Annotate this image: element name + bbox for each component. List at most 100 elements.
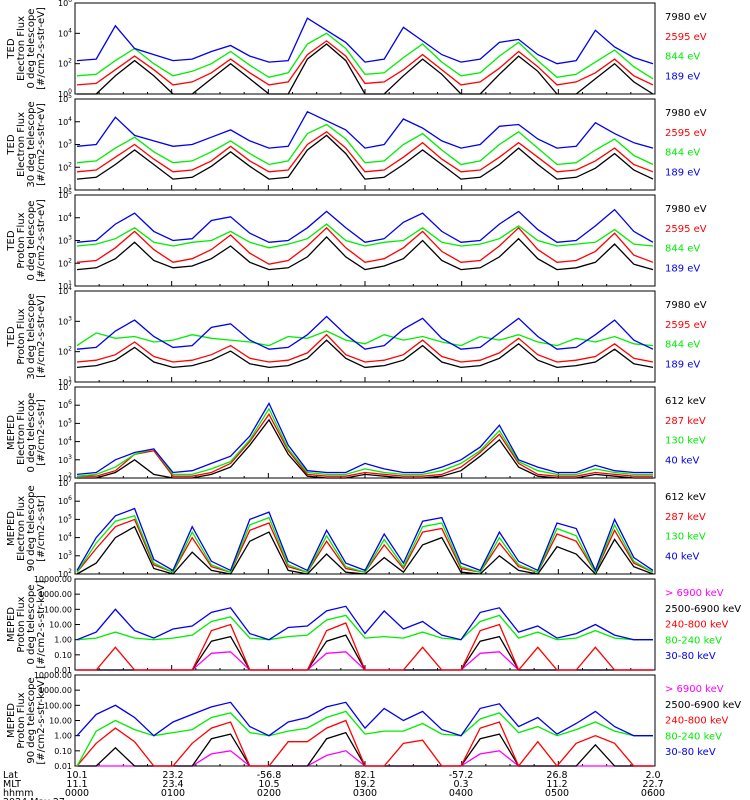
series-line-3: [77, 622, 653, 672]
series-line-4: [76, 401, 653, 476]
panel-6: 107 106 105 104 103 102 MEPEDElectron Flux90 d…: [6, 477, 706, 579]
y-tick-label: 101: [58, 376, 72, 387]
legend-entry: 844 eV: [665, 340, 700, 351]
bottom-mlt-value: 10.5: [258, 779, 279, 790]
series-line-2: [76, 226, 654, 265]
y-tick-label: 104: [58, 532, 72, 543]
legend-entry: 189 eV: [665, 359, 700, 370]
legend-entry: 80-240 keV: [665, 635, 722, 646]
y-tick-label: 104: [58, 212, 72, 223]
series-line-3: [76, 223, 654, 249]
bottom-hhmm-value: 0500: [545, 788, 569, 799]
y-tick-label: 107: [58, 381, 72, 392]
y-axis-label: TEDProton Flux0 deg telescope[#/cm2-s-st…: [6, 199, 47, 282]
bottom-hhmm-value: 0000: [65, 788, 89, 799]
y-axis-label: MEPEDProton Flux0 deg telescope[#/cm2-s-…: [6, 580, 47, 668]
legend-entry: 7980 eV: [665, 12, 707, 23]
legend-entry: 30-80 keV: [665, 747, 716, 758]
bottom-row-label: MLT: [3, 779, 21, 790]
y-tick-label: 1000.00: [39, 686, 72, 695]
panel-frame: [74, 290, 656, 383]
bottom-axis-labels: LatMLThhmm2024 May 27 10.111.10000 23.223.…: [3, 770, 665, 800]
legend-entry: 844 eV: [665, 52, 700, 63]
legend-entry: 189 eV: [665, 71, 700, 82]
panel-8: 10000.00 1000.00 100.00 10.00 1.00 0.10 0.01 ME…: [6, 671, 741, 771]
bottom-mlt-value: 11.2: [546, 779, 567, 790]
y-tick-label: 103: [58, 235, 72, 246]
series-line-1: [76, 235, 654, 271]
series-line-1: [76, 525, 654, 576]
y-tick-label: 102: [58, 257, 72, 268]
y-tick-label: 1.00: [54, 732, 72, 741]
series-line-4: [76, 110, 654, 149]
y-tick-label: 106: [58, 399, 72, 410]
y-tick-label: 10.00: [49, 717, 72, 726]
bottom-hhmm-value: 0400: [449, 788, 473, 799]
legend-entry: 2500-6900 keV: [665, 700, 741, 711]
bottom-mlt-value: 22.7: [642, 779, 663, 790]
bottom-lat-value: 2.0: [645, 770, 660, 781]
series-line-1: [76, 134, 654, 180]
y-tick-label: 106: [58, 495, 72, 506]
series-line-3: [76, 330, 654, 347]
series-line-2: [76, 40, 654, 86]
bottom-hhmm-value: 0200: [257, 788, 281, 799]
series-line-2: [76, 333, 654, 363]
panel-frame: [74, 578, 656, 671]
panel-frame: [74, 194, 656, 287]
legend-entry: 2595 eV: [665, 224, 707, 235]
legend-entry: > 6900 keV: [665, 588, 724, 599]
panel-3: 105 104 103 102 101 TEDProton Flux0 deg teles…: [6, 189, 707, 291]
y-tick-label: 100.00: [44, 701, 72, 710]
series-line-1: [77, 43, 654, 95]
y-tick-label: 102: [58, 346, 72, 357]
legend-entry: 40 keV: [665, 551, 699, 562]
series-line-3: [76, 719, 653, 768]
y-tick-label: 101: [58, 280, 72, 291]
panel-frame: [74, 2, 656, 95]
legend-entry: 189 eV: [665, 167, 700, 178]
bottom-hhmm-value: 0600: [641, 788, 665, 799]
bottom-mlt-value: 19.2: [354, 779, 375, 790]
legend-entry: 287 keV: [665, 512, 706, 523]
y-axis-label: MEPEDElectron Flux0 deg telescope[#/cm2-…: [6, 393, 47, 473]
y-tick-label: 105: [58, 417, 72, 428]
series-line-3: [76, 407, 653, 477]
legend-entry: 240-800 keV: [665, 620, 729, 631]
series-line-4: [76, 507, 654, 573]
legend-entry: 240-800 keV: [665, 716, 729, 727]
bottom-lat-value: 26.8: [546, 770, 567, 781]
y-tick-label: 107: [58, 477, 72, 488]
panel-frame: [74, 98, 656, 191]
bottom-lat-value: 10.1: [66, 770, 87, 781]
y-tick-label: 103: [58, 550, 72, 561]
legend-entry: 30-80 keV: [665, 651, 716, 662]
y-tick-label: 105: [58, 93, 72, 104]
series-line-1: [76, 339, 654, 369]
bottom-row-label: hhmm: [3, 788, 34, 799]
panel-7: 10000.00 1000.00 100.00 10.00 1.00 0.10 0.01 ME…: [6, 575, 741, 675]
y-tick-label: 106: [58, 0, 72, 8]
y-tick-label: 102: [58, 58, 72, 69]
series-line-5: [76, 605, 653, 641]
legend-entry: 7980 eV: [665, 204, 707, 215]
panel-1: 106 104 102 100 TEDElectron Flux0 deg telesc…: [6, 0, 707, 99]
y-tick-label: 0.10: [54, 747, 72, 756]
y-tick-label: 0.01: [54, 762, 72, 771]
legend-entry: 287 keV: [665, 416, 706, 427]
legend-entry: 2595 eV: [665, 128, 707, 139]
y-tick-label: 1.00: [54, 636, 72, 645]
panel-2: 105 104 103 102 101 TEDElectron Flux30 deg te…: [6, 93, 707, 195]
series-line-4: [76, 208, 654, 243]
series-line-4: [76, 315, 654, 350]
series-line-3: [76, 515, 654, 574]
series-line-4: [76, 614, 653, 641]
bottom-lat-value: 23.2: [162, 770, 183, 781]
series-line-5: [76, 701, 653, 737]
legend-entry: 612 keV: [665, 396, 706, 407]
series-line-2: [76, 130, 654, 173]
bottom-mlt-value: 0.3: [453, 779, 468, 790]
y-tick-label: 105: [58, 189, 72, 200]
bottom-lat-value: -57.2: [449, 770, 474, 781]
panel-5: 107 106 105 104 103 102 MEPEDElectron Flux0 de…: [6, 381, 706, 483]
